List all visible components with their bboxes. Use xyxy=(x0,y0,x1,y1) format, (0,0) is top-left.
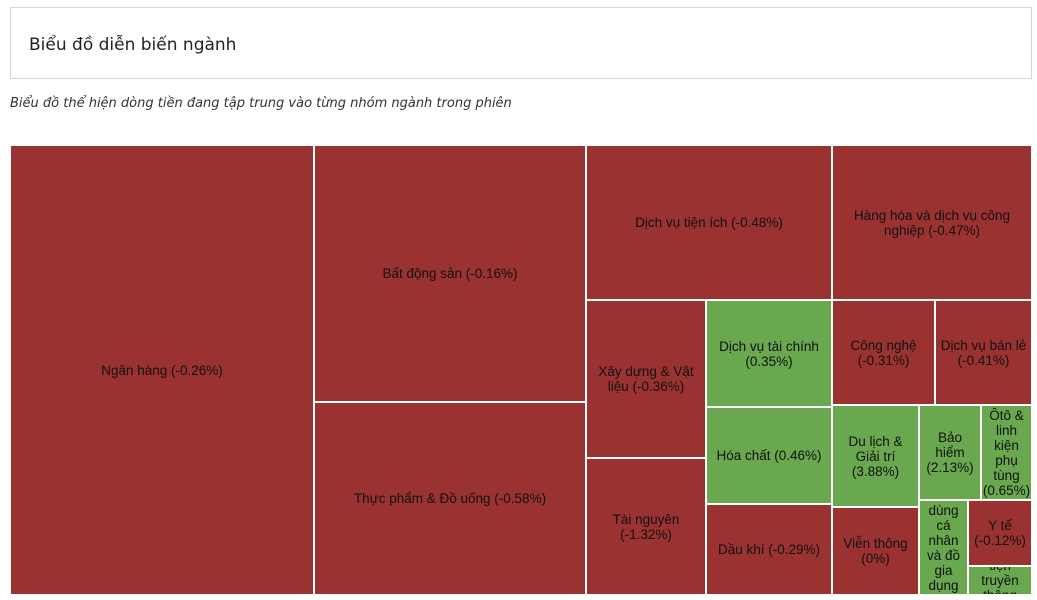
treemap-tile-label: Hóa chất (0.46%) xyxy=(716,448,822,463)
treemap-tile-dich-vu-tai-chinh[interactable]: Dịch vụ tài chính (0.35%) xyxy=(706,300,832,407)
treemap-tile-truyen-thong[interactable]: tiện truyền thông xyxy=(968,566,1032,595)
treemap-tile-label: tiện truyền thông xyxy=(981,567,1019,594)
sector-treemap: Ngân hàng (-0.26%) Bất động sản (-0.16%) T… xyxy=(10,145,1032,595)
treemap-tile-bat-dong-san[interactable]: Bất động sản (-0.16%) xyxy=(314,145,586,402)
treemap-tile-ngan-hang[interactable]: Ngân hàng (-0.26%) xyxy=(10,145,314,595)
treemap-tile-hang-hoa-va-dich-vu-cong-nghiep[interactable]: Hàng hóa và dịch vụ công nghiệp (-0.47%) xyxy=(832,145,1032,300)
treemap-tile-du-lich-giai-tri[interactable]: Du lịch & Giải trí (3.88%) xyxy=(832,405,919,507)
chart-title: Biểu đồ diễn biến ngành xyxy=(29,35,237,55)
treemap-tile-bao-hiem[interactable]: Bảo hiểm (2.13%) xyxy=(919,405,981,500)
treemap-tile-xay-dung-vat-lieu[interactable]: Xây dựng & Vật liệu (-0.36%) xyxy=(586,300,706,458)
treemap-tile-label: Dịch vụ tài chính (0.35%) xyxy=(719,338,819,369)
treemap-tile-label: Viễn thông (0%) xyxy=(843,536,908,566)
treemap-tile-label: Ngân hàng (-0.26%) xyxy=(101,362,223,378)
treemap-tile-dich-vu-tien-ich[interactable]: Dịch vụ tiện ích (-0.48%) xyxy=(586,145,832,300)
treemap-tile-tai-nguyen[interactable]: Tài nguyên (-1.32%) xyxy=(586,458,706,595)
treemap-tile-y-te[interactable]: Y tế (-0.12%) xyxy=(968,500,1032,566)
treemap-tile-label: Du lịch & Giải trí (3.88%) xyxy=(848,433,903,479)
chart-subtitle: Biểu đồ thể hiện dòng tiền đang tập trun… xyxy=(10,96,512,111)
treemap-tile-hang-ca-nhan-va-do-gia-dung[interactable]: dùng cá nhân và đồ gia dụng xyxy=(919,500,968,595)
treemap-tile-label: Bảo hiểm (2.13%) xyxy=(926,430,974,475)
treemap-tile-label: dùng cá nhân và đồ gia dụng xyxy=(926,502,961,593)
treemap-tile-oto-linh-kien-phu-tung[interactable]: Ôtô & linh kiện phụ tùng (0.65%) xyxy=(981,405,1032,500)
treemap-tile-label: Xây dựng & Vật liệu (-0.36%) xyxy=(598,364,694,394)
treemap-tile-hoa-chat[interactable]: Hóa chất (0.46%) xyxy=(706,407,832,504)
treemap-tile-dich-vu-ban-le[interactable]: Dịch vụ bán lẻ (-0.41%) xyxy=(935,300,1032,405)
treemap-tile-label: Y tế (-0.12%) xyxy=(974,518,1026,548)
treemap-tile-label: Ôtô & linh kiện phụ tùng (0.65%) xyxy=(982,407,1031,498)
treemap-tile-dau-khi[interactable]: Dầu khí (-0.29%) xyxy=(706,504,832,595)
treemap-tile-label: Thực phẩm & Đồ uống (-0.58%) xyxy=(353,491,547,506)
treemap-tile-thuc-pham-do-uong[interactable]: Thực phẩm & Đồ uống (-0.58%) xyxy=(314,402,586,595)
treemap-tile-label: Dịch vụ tiện ích (-0.48%) xyxy=(635,215,783,230)
chart-header-box: Biểu đồ diễn biến ngành xyxy=(10,7,1032,79)
treemap-tile-vien-thong[interactable]: Viễn thông (0%) xyxy=(832,507,919,595)
treemap-tile-cong-nghe[interactable]: Công nghệ (-0.31%) xyxy=(832,300,935,405)
treemap-tile-label: Tài nguyên (-1.32%) xyxy=(612,511,680,542)
treemap-tile-label: Công nghệ (-0.31%) xyxy=(850,337,917,368)
treemap-tile-label: Dầu khí (-0.29%) xyxy=(717,542,821,557)
treemap-tile-label: Hàng hóa và dịch vụ công nghiệp (-0.47%) xyxy=(853,207,1011,238)
treemap-tile-label: Bất động sản (-0.16%) xyxy=(382,266,518,281)
treemap-tile-label: Dịch vụ bán lẻ (-0.41%) xyxy=(940,337,1027,368)
